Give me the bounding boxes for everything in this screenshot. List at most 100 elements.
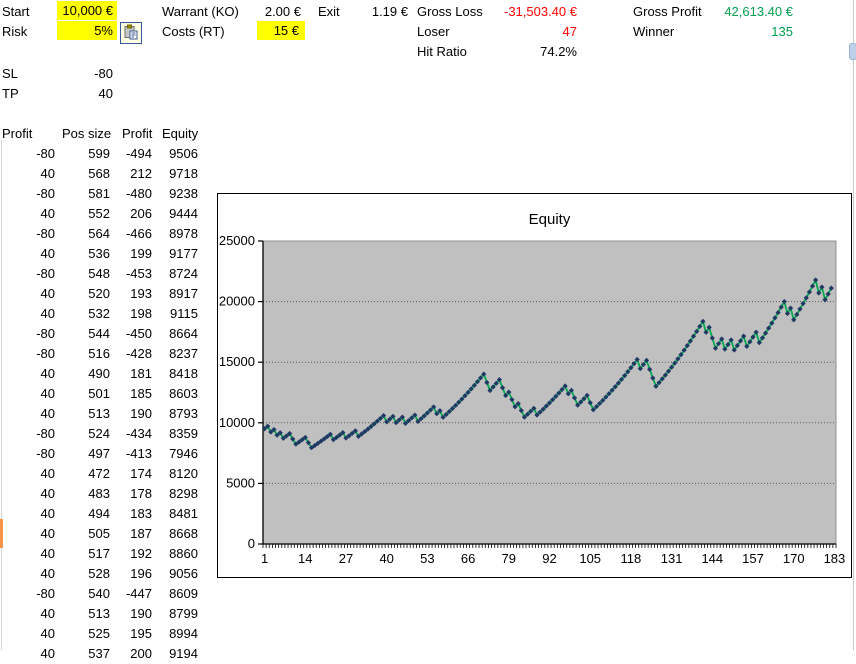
table-cell: 552 — [88, 206, 110, 221]
table-cell: 40 — [40, 206, 55, 221]
table-cell: 8724 — [169, 266, 198, 281]
tp-label: TP — [2, 86, 19, 101]
table-cell: 8793 — [169, 406, 198, 421]
risk-value-cell[interactable]: 5% — [57, 21, 117, 40]
sl-value[interactable]: -80 — [94, 66, 113, 81]
svg-text:131: 131 — [661, 551, 683, 566]
table-cell: -80 — [36, 266, 55, 281]
loser-value: 47 — [562, 24, 577, 39]
tp-value[interactable]: 40 — [98, 86, 113, 101]
table-cell: 8359 — [169, 426, 198, 441]
svg-text:20000: 20000 — [219, 294, 255, 309]
equity-chart[interactable]: 0 5000 10000 15000 20000 25000 1 14 27 40 53 66 79 92… — [217, 193, 852, 578]
table-cell: 8609 — [169, 586, 198, 601]
table-cell: 599 — [88, 146, 110, 161]
svg-text:Equity: Equity — [529, 211, 571, 228]
svg-text:53: 53 — [420, 551, 434, 566]
table-cell: 181 — [130, 366, 152, 381]
table-cell: 40 — [40, 606, 55, 621]
table-cell: 192 — [130, 546, 152, 561]
table-cell: 8481 — [169, 506, 198, 521]
table-cell: 516 — [88, 346, 110, 361]
table-cell: 40 — [40, 526, 55, 541]
gross-profit-label: Gross Profit — [633, 4, 702, 19]
table-cell: 536 — [88, 246, 110, 261]
svg-text:118: 118 — [621, 551, 642, 566]
equity-chart-canvas: 0 5000 10000 15000 20000 25000 1 14 27 40 53 66 79 92… — [219, 211, 846, 566]
exit-value[interactable]: 1.19 € — [371, 4, 408, 19]
table-cell: 8237 — [169, 346, 198, 361]
hit-ratio-value: 74.2% — [540, 44, 577, 59]
table-cell: 490 — [88, 366, 110, 381]
table-cell: 494 — [88, 506, 110, 521]
table-cell: 9444 — [169, 206, 198, 221]
gross-loss-value: -31,503.40 € — [503, 4, 577, 19]
table-cell: -80 — [36, 346, 55, 361]
warrant-label: Warrant (KO) — [162, 4, 239, 19]
table-cell: 581 — [88, 186, 110, 201]
gross-profit-value: 42,613.40 € — [724, 4, 793, 19]
table-cell: -450 — [125, 326, 152, 341]
table-cell: 185 — [130, 386, 152, 401]
winner-value: 135 — [771, 24, 793, 39]
table-cell: 8668 — [169, 526, 198, 541]
table-cell: 40 — [40, 366, 55, 381]
svg-text:0: 0 — [248, 536, 255, 551]
loser-label: Loser — [417, 24, 450, 39]
table-cell: 8603 — [169, 386, 198, 401]
table-cell: 8860 — [169, 546, 198, 561]
start-value-cell[interactable]: 10,000 € — [57, 1, 117, 20]
clipboard-paste-icon — [123, 24, 139, 43]
table-cell: -80 — [36, 446, 55, 461]
table-cell: 9177 — [169, 246, 198, 261]
table-cell: 525 — [88, 626, 110, 641]
table-cell: -80 — [36, 226, 55, 241]
table-cell: 40 — [40, 406, 55, 421]
svg-text:144: 144 — [701, 551, 723, 566]
table-cell: 9056 — [169, 566, 198, 581]
table-cell: 517 — [88, 546, 110, 561]
table-cell: 505 — [88, 526, 110, 541]
table-cell: 524 — [88, 426, 110, 441]
table-cell: 7946 — [169, 446, 198, 461]
table-cell: 513 — [88, 406, 110, 421]
table-cell: 520 — [88, 286, 110, 301]
table-cell: -466 — [125, 226, 152, 241]
scrollbar-thumb[interactable] — [849, 43, 856, 60]
table-cell: -453 — [125, 266, 152, 281]
table-cell: 540 — [88, 586, 110, 601]
table-cell: 40 — [40, 386, 55, 401]
table-cell: 8799 — [169, 606, 198, 621]
table-cell: 532 — [88, 306, 110, 321]
table-cell: 8298 — [169, 486, 198, 501]
window-edge-line — [853, 0, 854, 650]
table-cell: 183 — [130, 506, 152, 521]
table-cell: 9718 — [169, 166, 198, 181]
table-cell: 8978 — [169, 226, 198, 241]
table-cell: -434 — [125, 426, 152, 441]
svg-text:170: 170 — [783, 551, 805, 566]
selection-edge-marker — [0, 519, 3, 548]
col-header-profit: Profit — [122, 126, 153, 141]
table-cell: 199 — [130, 246, 152, 261]
table-cell: 40 — [40, 506, 55, 521]
table-cell: 8917 — [169, 286, 198, 301]
table-cell: 40 — [40, 166, 55, 181]
costs-label: Costs (RT) — [162, 24, 225, 39]
table-cell: 8664 — [169, 326, 198, 341]
table-cell: -413 — [125, 446, 152, 461]
costs-value-cell[interactable]: 15 € — [257, 21, 305, 40]
table-cell: 528 — [88, 566, 110, 581]
winner-label: Winner — [633, 24, 675, 39]
table-cell: 513 — [88, 606, 110, 621]
warrant-value[interactable]: 2.00 € — [264, 4, 301, 19]
svg-text:183: 183 — [824, 551, 846, 566]
table-cell: 178 — [130, 486, 152, 501]
table-cell: 9506 — [169, 146, 198, 161]
paste-options-button[interactable] — [120, 22, 142, 44]
hit-ratio-label: Hit Ratio — [417, 44, 467, 59]
table-cell: 195 — [130, 626, 152, 641]
svg-text:10000: 10000 — [219, 415, 255, 430]
table-cell: 40 — [40, 306, 55, 321]
table-cell: 483 — [88, 486, 110, 501]
